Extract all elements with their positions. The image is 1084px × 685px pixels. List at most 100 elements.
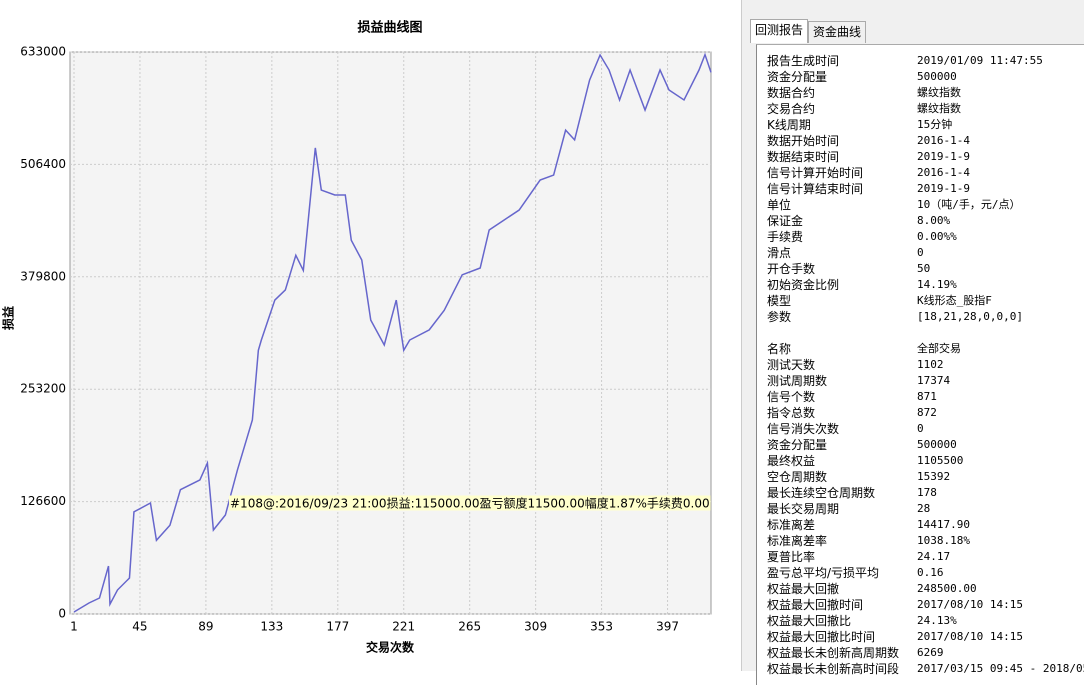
row-value: 螺纹指数 xyxy=(917,86,961,99)
row-value: K线形态_股指F xyxy=(917,294,992,307)
row-label: 权益最长未创新高时间段 xyxy=(767,662,900,676)
row-value: 248500.00 xyxy=(917,582,977,595)
equity-line xyxy=(73,52,712,613)
row-value: 2017/08/10 14:15 xyxy=(917,630,1023,643)
row-value: 0.16 xyxy=(917,566,944,579)
row-value: 28 xyxy=(917,502,931,515)
tab[interactable]: 资金曲线 xyxy=(808,21,867,43)
row-value: 14.19% xyxy=(917,278,957,291)
row-label: 信号计算结束时间 xyxy=(767,182,864,196)
row-value: 8.00% xyxy=(917,214,951,227)
row-value: 178 xyxy=(917,486,937,499)
row-label: 夏普比率 xyxy=(767,550,816,564)
row-label: 资金分配量 xyxy=(767,438,828,452)
row-label: 测试周期数 xyxy=(767,374,828,388)
row-label: 权益最大回撤比时间 xyxy=(767,630,876,644)
row-label: 空仓周期数 xyxy=(767,470,828,484)
row-value: 15分钟 xyxy=(917,118,953,131)
x-tick-label: 177 xyxy=(326,620,349,634)
x-axis-label: 交易次数 xyxy=(366,640,415,655)
report-table: 报告生成时间 2019/01/09 11:47:55 资金分配量 500000 数据合约… xyxy=(756,44,1084,685)
row-label: 名称 xyxy=(767,342,792,356)
row-value: 1102 xyxy=(917,358,944,371)
row-label: 数据开始时间 xyxy=(767,134,840,148)
plot-area xyxy=(69,51,712,615)
y-tick-label: 253200 xyxy=(20,382,66,396)
x-tick-label: 309 xyxy=(524,620,547,634)
annotation-bg xyxy=(229,495,711,511)
row-label: 盈亏总平均/亏损平均 xyxy=(767,566,880,580)
row-value: 17374 xyxy=(917,374,951,387)
chart: 损益曲线图 交易次数 损益 0 126600 253200 379800 506400 6… xyxy=(1,20,712,655)
row-value: 15392 xyxy=(917,470,951,483)
row-label: 最长连续空仓周期数 xyxy=(767,486,876,500)
row-value: 871 xyxy=(917,390,937,403)
y-axis-label: 损益 xyxy=(1,306,16,330)
x-tick-label: 1 xyxy=(70,620,78,634)
row-value: 全部交易 xyxy=(917,342,961,355)
x-tick-label: 89 xyxy=(198,620,213,634)
row-value: 872 xyxy=(917,406,937,419)
row-label: 数据合约 xyxy=(767,86,816,100)
row-value: 0.00%% xyxy=(917,230,957,243)
row-value: 2019-1-9 xyxy=(917,182,970,195)
row-value: 500000 xyxy=(917,438,957,451)
row-label: 信号计算开始时间 xyxy=(767,166,864,180)
row-label: 单位 xyxy=(767,198,792,212)
row-value: 2017/08/10 14:15 xyxy=(917,598,1023,611)
row-label: 手续费 xyxy=(767,230,804,244)
row-label: 权益最大回撤时间 xyxy=(767,598,864,612)
row-label: 最终权益 xyxy=(767,454,816,468)
row-label: 标准离差率 xyxy=(767,534,828,548)
y-tick-label: 126600 xyxy=(20,494,66,508)
row-label: 测试天数 xyxy=(767,358,816,372)
row-value: 14417.90 xyxy=(917,518,970,531)
row-label: 滑点 xyxy=(767,246,792,260)
row-value: 1038.18% xyxy=(917,534,970,547)
row-value: 500000 xyxy=(917,70,957,83)
row-value: 0 xyxy=(917,422,924,435)
row-label: 资金分配量 xyxy=(767,70,828,84)
row-label: 初始资金比例 xyxy=(767,278,840,292)
y-tick-label: 633000 xyxy=(20,45,66,59)
row-label: 报告生成时间 xyxy=(767,54,840,68)
row-value: 2016-1-4 xyxy=(917,166,970,179)
y-tick-label: 0 xyxy=(58,607,66,621)
row-label: 保证金 xyxy=(767,214,804,228)
x-tick-label: 133 xyxy=(260,620,283,634)
row-value: 50 xyxy=(917,262,931,275)
y-tick-label: 506400 xyxy=(20,157,66,171)
row-value: 1105500 xyxy=(917,454,964,467)
row-value: [18,21,28,0,0,0] xyxy=(917,310,1023,323)
row-label: 权益最大回撤 xyxy=(767,582,840,596)
row-value: 6269 xyxy=(917,646,944,659)
row-value: 2019/01/09 11:47:55 xyxy=(917,54,1043,67)
row-value: 10（吨/手，元/点） xyxy=(917,198,1021,211)
x-tick-label: 265 xyxy=(458,620,481,634)
annotation: #108@:2016/09/23 21:00损益:115000.00盈亏额度11… xyxy=(230,496,710,511)
x-tick-label: 221 xyxy=(392,620,415,634)
row-label: 最长交易周期 xyxy=(767,502,840,516)
chart-title: 损益曲线图 xyxy=(357,20,422,36)
row-label: 信号个数 xyxy=(767,390,816,404)
row-value: 螺纹指数 xyxy=(917,102,961,115)
row-label: 权益最长未创新高周期数 xyxy=(767,646,900,660)
tab[interactable]: 回测报告 xyxy=(750,19,809,43)
y-tick-label: 379800 xyxy=(20,269,66,283)
x-tick-label: 45 xyxy=(132,620,147,634)
row-value: 2017/03/15 09:45 - 2018/05/0 xyxy=(917,662,1084,675)
row-label: 标准离差 xyxy=(767,518,816,532)
row-label: 参数 xyxy=(767,310,792,324)
row-value: 2016-1-4 xyxy=(917,134,970,147)
row-label: K线周期 xyxy=(767,118,811,132)
x-tick-label: 353 xyxy=(590,620,613,634)
row-value: 0 xyxy=(917,246,924,259)
row-value: 24.13% xyxy=(917,614,957,627)
report-panel: 回测报告 资金曲线 报告生成时间 2019/01/09 11:47:55 资金分配量… xyxy=(741,0,1084,685)
row-label: 信号消失次数 xyxy=(767,422,840,436)
row-label: 模型 xyxy=(767,294,792,308)
row-label: 权益最大回撤比 xyxy=(767,614,852,628)
x-tick-label: 397 xyxy=(656,620,679,634)
row-value: 24.17 xyxy=(917,550,951,563)
